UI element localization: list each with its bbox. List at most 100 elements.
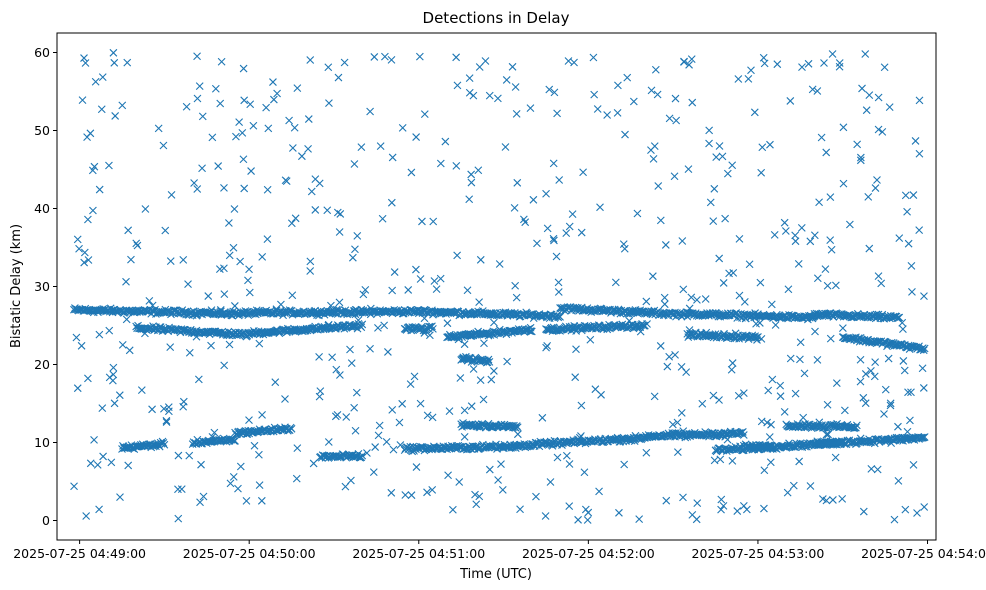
data-point (766, 458, 775, 467)
data-point (288, 291, 297, 300)
data-point (767, 300, 776, 309)
data-point (86, 129, 95, 138)
data-point (236, 257, 245, 266)
data-point (193, 94, 202, 103)
data-point (467, 402, 476, 411)
data-point (899, 357, 908, 365)
data-point (304, 144, 312, 153)
data-point (546, 478, 555, 486)
data-point (230, 205, 239, 213)
data-point (727, 365, 736, 374)
data-point (688, 510, 697, 519)
data-point (395, 418, 404, 427)
data-point (555, 176, 564, 184)
data-point (764, 386, 773, 395)
data-point (263, 185, 272, 194)
data-point (366, 304, 375, 313)
data-point (678, 237, 687, 245)
data-point (565, 222, 574, 231)
data-point (786, 97, 795, 105)
data-point (157, 439, 166, 448)
data-point (224, 219, 233, 227)
x-tick-label: 2025-07-25 04:49:00 (13, 546, 146, 561)
data-point (460, 406, 469, 415)
data-point (920, 292, 928, 300)
data-point (148, 301, 157, 310)
data-point (475, 421, 484, 430)
data-point (335, 298, 344, 307)
data-point (307, 187, 316, 196)
data-point (225, 340, 234, 349)
data-point (273, 89, 281, 98)
data-point (915, 226, 924, 235)
data-point (620, 460, 629, 469)
data-point (109, 363, 118, 372)
data-point (589, 53, 598, 62)
data-point (335, 371, 344, 379)
data-point (161, 226, 170, 235)
data-point (182, 102, 191, 111)
data-point (133, 241, 142, 250)
data-point (904, 239, 913, 248)
data-point (562, 451, 571, 460)
data-point (91, 77, 100, 86)
data-point (75, 244, 83, 253)
data-point (852, 421, 861, 430)
data-point (650, 392, 659, 401)
data-point (577, 432, 585, 440)
data-point (122, 315, 131, 324)
data-point (728, 161, 737, 170)
data-point (472, 500, 481, 509)
data-point (350, 160, 359, 168)
data-point (208, 433, 217, 441)
data-point (475, 298, 484, 307)
data-point (145, 296, 154, 305)
data-point (709, 217, 718, 226)
data-point (744, 74, 753, 83)
data-point (465, 195, 474, 204)
data-point (82, 512, 91, 520)
data-point (281, 176, 290, 185)
data-point (195, 82, 204, 91)
data-point (293, 444, 302, 452)
data-point (647, 86, 656, 95)
data-point (95, 505, 103, 514)
data-point (398, 123, 407, 132)
data-point (263, 235, 272, 244)
data-point (586, 335, 595, 344)
data-point (789, 481, 798, 490)
data-point (677, 408, 686, 417)
data-point (416, 275, 425, 283)
data-point (570, 58, 578, 67)
data-point (220, 290, 229, 299)
x-axis: 2025-07-25 04:49:00 2025-07-25 04:50:00 20… (13, 540, 986, 561)
data-point (920, 433, 929, 441)
data-point (629, 97, 638, 106)
data-point (154, 124, 163, 133)
data-point (420, 329, 429, 337)
data-point (118, 340, 127, 349)
data-point (90, 435, 98, 444)
data-point (680, 58, 688, 66)
data-point (734, 75, 743, 83)
data-point (800, 369, 809, 378)
data-point (471, 490, 479, 499)
data-point (709, 391, 718, 400)
data-point (636, 327, 645, 336)
data-point (485, 465, 494, 474)
data-point (620, 244, 629, 253)
data-point (432, 285, 441, 294)
data-point (229, 472, 238, 481)
data-point (792, 422, 801, 431)
data-point (631, 308, 640, 317)
data-point (375, 421, 384, 430)
data-point (160, 404, 168, 413)
data-point (590, 90, 599, 99)
data-point (654, 182, 663, 190)
data-point (475, 492, 484, 501)
data-point (232, 132, 240, 141)
data-point (859, 507, 868, 516)
data-point (823, 281, 832, 290)
data-point (262, 103, 271, 112)
data-point (907, 388, 915, 397)
